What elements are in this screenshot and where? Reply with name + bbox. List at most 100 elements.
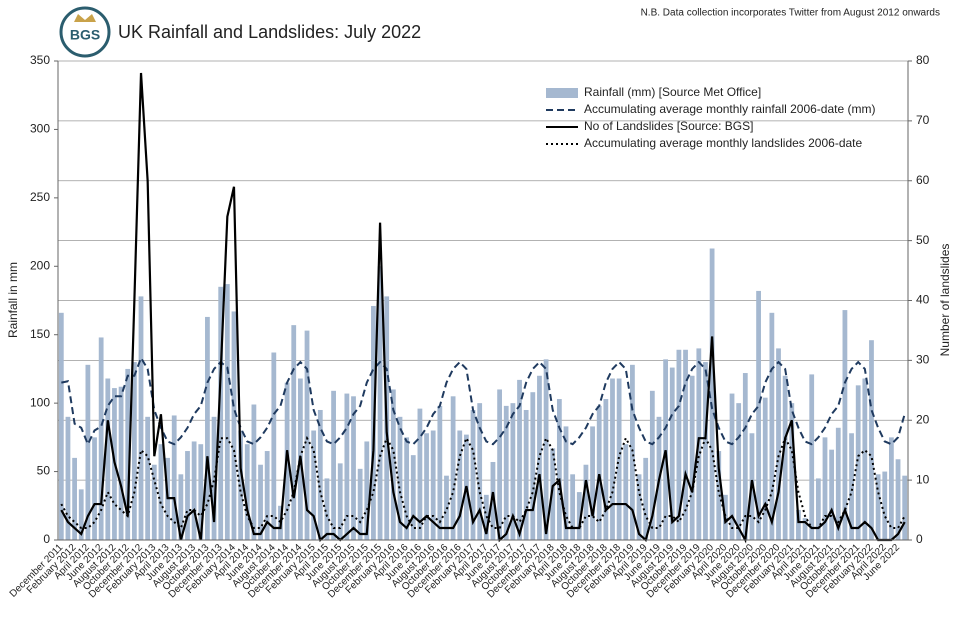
bar bbox=[523, 409, 529, 540]
bar bbox=[291, 325, 297, 540]
bar bbox=[105, 378, 111, 540]
y2-tick-label: 20 bbox=[916, 412, 930, 426]
bar bbox=[304, 330, 310, 540]
y2-tick-label: 40 bbox=[916, 293, 930, 307]
bar bbox=[762, 397, 768, 540]
bar bbox=[264, 451, 270, 540]
bar bbox=[457, 430, 463, 540]
bar bbox=[218, 286, 224, 540]
bar bbox=[430, 430, 436, 540]
bar bbox=[470, 409, 476, 540]
bar bbox=[377, 266, 383, 540]
bar bbox=[875, 474, 881, 540]
bar bbox=[776, 348, 781, 540]
bar bbox=[610, 378, 615, 540]
bar bbox=[397, 416, 403, 540]
bar bbox=[145, 416, 151, 540]
bar bbox=[563, 426, 569, 540]
bar bbox=[331, 390, 336, 540]
bar bbox=[596, 405, 602, 540]
legend-label: No of Landslides [Source: BGS] bbox=[584, 119, 753, 133]
bar bbox=[663, 359, 669, 540]
bar bbox=[410, 455, 416, 540]
bar bbox=[244, 444, 250, 540]
bar bbox=[65, 416, 71, 540]
bar bbox=[590, 426, 595, 540]
bar bbox=[822, 437, 828, 540]
bar bbox=[417, 408, 423, 540]
bar bbox=[630, 364, 635, 540]
bar bbox=[623, 444, 629, 540]
bar bbox=[570, 474, 576, 540]
legend-swatch bbox=[546, 88, 578, 98]
bar bbox=[211, 416, 217, 540]
bar bbox=[490, 461, 496, 540]
bar bbox=[829, 449, 835, 540]
bar bbox=[131, 362, 137, 540]
bar bbox=[85, 364, 91, 540]
bar bbox=[258, 464, 263, 540]
logo-crown bbox=[74, 14, 96, 22]
bar bbox=[603, 399, 609, 540]
chart-title: UK Rainfall and Landslides: July 2022 bbox=[118, 22, 421, 42]
logo-text: BGS bbox=[70, 27, 100, 43]
bar bbox=[125, 368, 131, 540]
bar bbox=[238, 430, 244, 540]
bar bbox=[703, 362, 708, 540]
line-series bbox=[60, 435, 906, 530]
bar bbox=[842, 310, 848, 540]
bar bbox=[171, 415, 177, 540]
bar bbox=[835, 427, 841, 540]
bar bbox=[324, 478, 330, 540]
bar bbox=[198, 444, 204, 540]
bar bbox=[802, 518, 808, 540]
bar bbox=[158, 444, 164, 540]
line-series bbox=[60, 72, 906, 544]
bar bbox=[782, 375, 788, 540]
bar bbox=[337, 463, 343, 540]
bar bbox=[756, 290, 761, 540]
y-tick-label: 250 bbox=[30, 190, 50, 204]
bar bbox=[869, 340, 874, 540]
y-tick-label: 150 bbox=[30, 327, 50, 341]
y2-tick-label: 10 bbox=[916, 472, 930, 486]
bar bbox=[450, 396, 456, 540]
bar bbox=[556, 399, 562, 540]
bar bbox=[769, 312, 775, 540]
y-tick-label: 50 bbox=[37, 464, 51, 478]
bar bbox=[517, 379, 522, 540]
bar bbox=[98, 337, 104, 540]
bar bbox=[317, 409, 323, 540]
bar bbox=[205, 316, 210, 540]
bar bbox=[683, 349, 688, 540]
bar bbox=[357, 468, 363, 540]
y2-tick-label: 60 bbox=[916, 173, 930, 187]
bar bbox=[882, 471, 888, 540]
y-tick-label: 350 bbox=[30, 53, 50, 67]
bar bbox=[271, 352, 277, 540]
bar bbox=[676, 349, 682, 540]
bar bbox=[902, 475, 908, 540]
bar bbox=[185, 451, 190, 540]
bar bbox=[809, 374, 815, 540]
y2-tick-label: 70 bbox=[916, 113, 930, 127]
y2-tick-label: 80 bbox=[916, 53, 930, 67]
bar bbox=[889, 437, 894, 540]
bar bbox=[815, 478, 821, 540]
bar bbox=[729, 393, 735, 540]
bar bbox=[649, 390, 655, 540]
bar bbox=[224, 284, 230, 540]
bar bbox=[178, 474, 184, 540]
bar bbox=[251, 404, 257, 540]
bar bbox=[344, 393, 350, 540]
note: N.B. Data collection incorporates Twitte… bbox=[641, 8, 940, 19]
legend-label: Accumulating average monthly rainfall 20… bbox=[584, 102, 875, 116]
bar bbox=[689, 375, 695, 540]
bar bbox=[311, 430, 317, 540]
y-tick-label: 300 bbox=[30, 122, 50, 136]
bar bbox=[583, 464, 589, 540]
bar bbox=[437, 405, 443, 540]
bar bbox=[530, 392, 536, 540]
bar bbox=[424, 433, 429, 540]
bar bbox=[616, 378, 622, 540]
